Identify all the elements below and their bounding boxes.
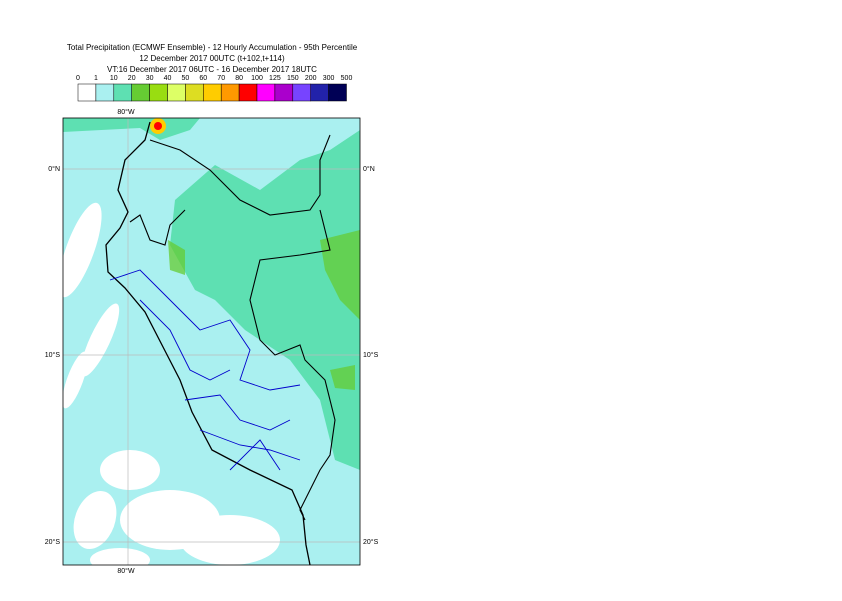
color-swatch: [220, 83, 240, 102]
color-swatch: [256, 83, 276, 102]
lon-label: 80°W: [117, 567, 135, 575]
title-line: VT:16 December 2017 06UTC - 16 December …: [107, 65, 317, 74]
colorbar: 0 1 10 20 30 40 50 60 70 80 100 125 150 200 300 500: [76, 75, 353, 102]
wet-area: [170, 130, 360, 470]
legend-label: 1: [94, 75, 98, 82]
lat-label: 0°N: [48, 165, 60, 173]
lat-label: 0°N: [363, 165, 375, 173]
color-swatch: [238, 83, 258, 102]
coastline: [105, 121, 311, 565]
country-border: [129, 134, 336, 521]
legend-label: 500: [341, 75, 353, 82]
legend-label: 125: [269, 75, 281, 82]
legend-label: 200: [305, 75, 317, 82]
legend-label: 70: [217, 75, 225, 82]
color-swatch: [149, 83, 168, 102]
legend-label: 150: [287, 75, 299, 82]
title-line: 12 December 2017 00UTC (t+102,t+114): [139, 54, 285, 63]
graticule: [63, 118, 360, 565]
color-swatch: [185, 83, 204, 102]
region-border: [109, 269, 301, 471]
legend-label: 0: [76, 75, 80, 82]
color-swatch: [95, 83, 115, 102]
legend-label: 100: [251, 75, 263, 82]
legend-label: 300: [323, 75, 335, 82]
heavy-area: [168, 230, 360, 390]
lon-label: 80°W: [117, 108, 135, 116]
title-line: Total Precipitation (ECMWF Ensemble) - 1…: [67, 43, 358, 52]
color-swatch: [203, 83, 222, 102]
map: [63, 118, 360, 565]
color-swatch: [292, 83, 311, 102]
legend-label: 60: [199, 75, 207, 82]
peak-area: [154, 122, 162, 130]
color-swatch: [328, 83, 347, 102]
legend-label: 20: [128, 75, 136, 82]
dry-streaks: [63, 202, 280, 565]
color-swatch: [77, 83, 97, 102]
legend-label: 80: [235, 75, 243, 82]
color-swatch: [274, 83, 294, 102]
legend-label: 10: [110, 75, 118, 82]
color-swatch: [113, 83, 132, 102]
wet-area: [63, 118, 200, 140]
lat-label: 20°S: [45, 538, 61, 546]
legend-label: 30: [146, 75, 154, 82]
legend-label: 40: [164, 75, 172, 82]
lat-label: 20°S: [363, 538, 379, 546]
color-swatch: [167, 83, 186, 102]
color-swatch: [310, 83, 329, 102]
map-frame: [62, 117, 361, 566]
legend-label: 50: [182, 75, 190, 82]
color-swatch: [131, 83, 150, 102]
lat-label: 10°S: [45, 351, 61, 359]
lat-label: 10°S: [363, 351, 379, 359]
